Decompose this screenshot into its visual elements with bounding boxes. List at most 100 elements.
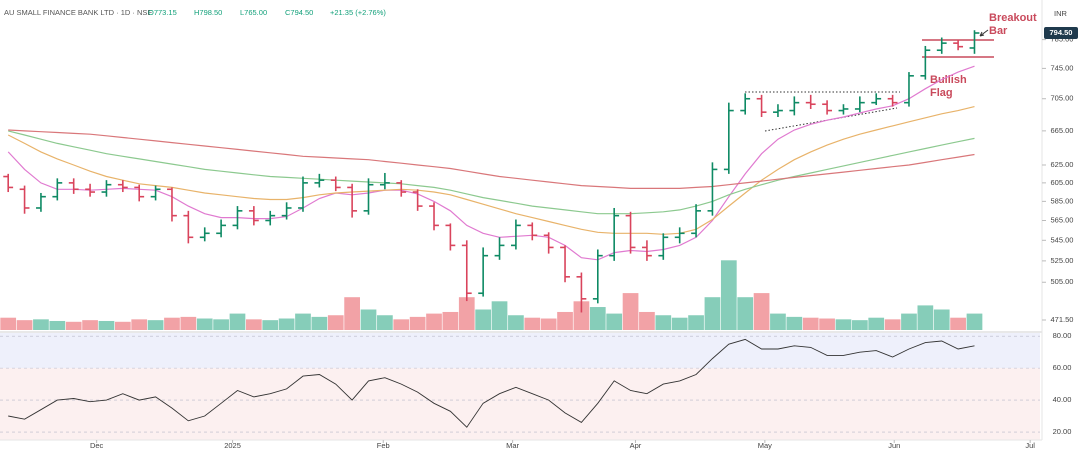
volume-bar [344, 297, 360, 330]
moving-average-line [8, 130, 975, 215]
volume-bar [753, 293, 770, 330]
symbol-title: AU SMALL FINANCE BANK LTD · 1D · NSE [4, 8, 152, 17]
y-tick-label: 605.00 [1051, 178, 1074, 187]
y-tick-label: 665.00 [1051, 126, 1074, 135]
volume-bar [737, 297, 754, 330]
volume-bar [819, 318, 835, 330]
breakout-arrow [979, 29, 989, 37]
volume-bar [409, 316, 426, 330]
volume-bar [311, 316, 328, 330]
volume-bar [213, 319, 229, 330]
volume-bar [426, 313, 442, 330]
volume-bar [786, 316, 803, 330]
rsi-upper-band [0, 333, 1040, 369]
x-tick-label: Jun [888, 441, 900, 450]
volume-bar [491, 301, 508, 330]
y-tick-label: 745.00 [1051, 63, 1074, 72]
volume-bar [16, 320, 33, 330]
high-label: H798.50 [194, 8, 222, 17]
flag-annotation: Flag [930, 87, 953, 99]
rsi-tick-label: 80.00 [1053, 331, 1072, 340]
volume-bar [671, 317, 688, 330]
x-tick-label: Feb [377, 441, 390, 450]
moving-average-line [7, 106, 975, 235]
volume-bar [720, 260, 737, 330]
volume-bar [933, 309, 950, 330]
y-tick-label: 545.00 [1051, 235, 1074, 244]
volume-bar [770, 313, 786, 330]
volume-bar [475, 309, 492, 330]
volume-bar [622, 293, 639, 330]
volume-bar [573, 301, 590, 330]
price-badge-label: 794.50 [1050, 28, 1073, 37]
currency-label: INR [1054, 9, 1068, 18]
x-tick-label: Jul [1025, 441, 1035, 450]
volume-bar [327, 315, 344, 330]
rsi-tick-label: 40.00 [1053, 395, 1072, 404]
x-tick-label: Mar [506, 441, 519, 450]
volume-bar [901, 313, 917, 330]
y-tick-label: 565.00 [1051, 215, 1074, 224]
y-tick-label: 505.00 [1051, 277, 1074, 286]
volume-bar [33, 319, 49, 330]
volume-bar [639, 311, 655, 330]
y-tick-label: 525.00 [1051, 256, 1074, 265]
volume-bar [114, 321, 131, 330]
volume-bar [360, 309, 377, 330]
volume-bar [950, 317, 966, 330]
volume-bar [540, 318, 557, 330]
volume-bar [393, 319, 410, 330]
moving-average-line [8, 129, 975, 189]
change-label: +21.35 (+2.76%) [330, 8, 386, 17]
x-tick-label: May [758, 441, 772, 450]
volume-bar [917, 305, 934, 330]
volume-bar [442, 311, 459, 330]
x-tick-label: Apr [630, 441, 642, 450]
volume-bar [65, 321, 82, 330]
volume-bar [524, 317, 541, 330]
moving-average-line [7, 65, 975, 261]
rsi-background [0, 333, 1040, 440]
x-tick-label: 2025 [224, 441, 241, 450]
volume-bar [131, 319, 148, 330]
low-label: L765.00 [240, 8, 267, 17]
rsi-lower-band [0, 368, 1040, 440]
breakout-annotation: Bar [989, 25, 1008, 37]
volume-bar [655, 315, 672, 330]
volume-bar [966, 313, 983, 330]
volume-bar [508, 315, 524, 330]
volume-bar [147, 320, 164, 330]
volume-bar [377, 315, 393, 330]
y-tick-label: 705.00 [1051, 94, 1074, 103]
volume-bar [557, 311, 573, 330]
rsi-line [8, 338, 975, 428]
open-label: O773.15 [148, 8, 177, 17]
price-badge [1044, 27, 1078, 40]
volume-bar [802, 317, 819, 330]
volume-bar [164, 317, 180, 330]
x-tick-label: Dec [90, 441, 104, 450]
volume-bar [98, 320, 115, 330]
rsi-tick-label: 20.00 [1053, 427, 1072, 436]
volume-bar [851, 320, 868, 330]
breakout-annotation: Breakout [989, 12, 1037, 24]
rsi-tick-label: 60.00 [1053, 363, 1072, 372]
y-tick-label: 585.00 [1051, 196, 1074, 205]
volume-bar [295, 313, 311, 330]
y-tick-label: 785.00 [1051, 35, 1074, 44]
volume-bar [884, 319, 901, 330]
volume-bar [688, 315, 704, 330]
volume-bar [458, 297, 475, 330]
volume-bar [196, 318, 213, 330]
volume-bar [82, 320, 98, 330]
volume-bar [0, 317, 17, 330]
volume-bar [606, 313, 623, 330]
volume-bar [229, 313, 246, 330]
volume-bar [180, 316, 197, 330]
y-tick-label: 471.50 [1051, 315, 1074, 324]
y-tick-label: 625.00 [1051, 160, 1074, 169]
close-label: C794.50 [285, 8, 313, 17]
flag-annotation: Bullish [930, 74, 967, 86]
volume-bar [835, 319, 852, 330]
